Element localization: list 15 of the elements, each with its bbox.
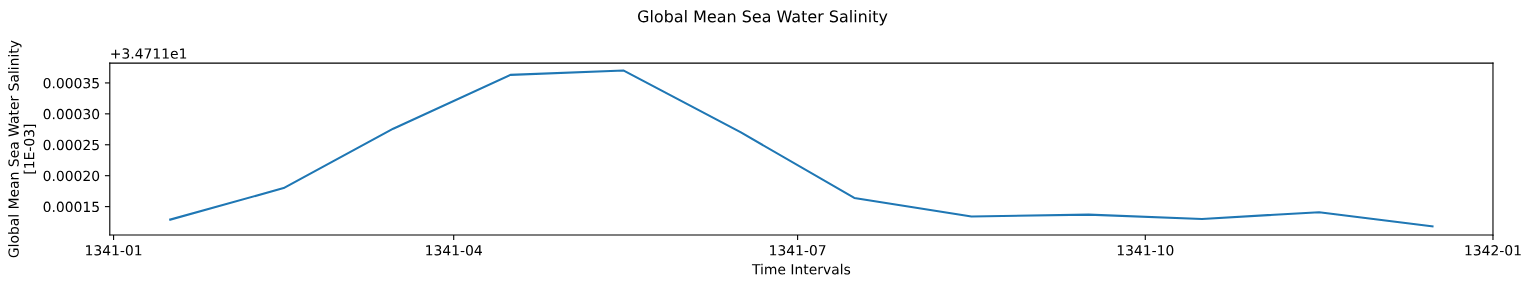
x-tick-label: 1342-01 <box>1465 245 1521 256</box>
y-tick-label: 0.00025 <box>43 139 99 151</box>
text: +3.4711e1 <box>111 48 187 59</box>
y-tick-label: 0.00035 <box>43 77 99 89</box>
x-axis-title: Time Intervals <box>751 263 851 275</box>
x-tick-label: 1341-07 <box>770 245 826 256</box>
y-axis-title: Global Mean Sea Water Salinity [1E-03] <box>8 40 37 258</box>
x-tick-label: 1341-10 <box>1117 245 1174 256</box>
y-tick-label: 0.00020 <box>43 170 100 182</box>
line-series <box>169 69 1434 228</box>
x-tick-label: 1341-01 <box>86 245 142 256</box>
x-tick-label: 1341-04 <box>426 245 482 256</box>
chart-title: Global Mean Sea Water Salinity <box>637 10 888 26</box>
y-tick-label: 0.00015 <box>43 201 99 213</box>
y-tick-label: 0.00030 <box>43 108 100 120</box>
